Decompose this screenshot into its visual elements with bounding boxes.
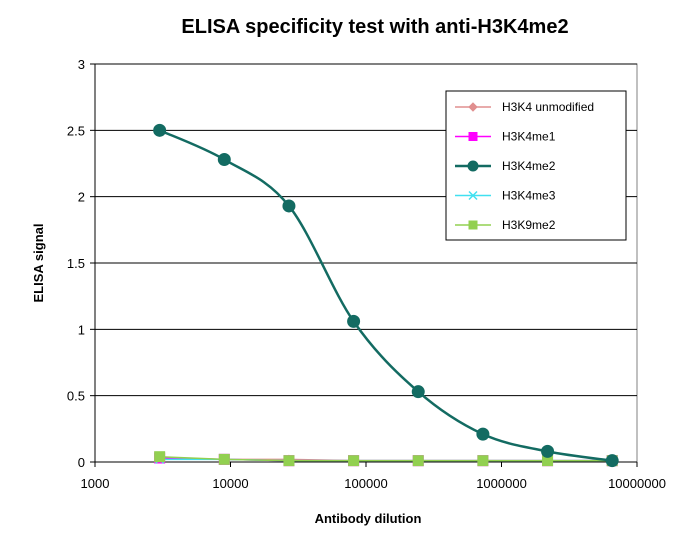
chart-title: ELISA specificity test with anti-H3K4me2 [181, 16, 568, 38]
legend: H3K4 unmodified H3K4me1 H3K4me2 H3K4me3 H3K9… [445, 90, 627, 241]
point-h3k4me2-3 [347, 314, 361, 328]
y-tick-label-5: 2.5 [67, 123, 85, 138]
legend-marker-h3k4me2 [467, 160, 479, 172]
point-h3k4me2-6 [541, 444, 555, 458]
legend-label-h3k4-unmodified: H3K4 unmodified [502, 100, 594, 114]
point-h3k4me2-2 [282, 199, 296, 213]
point-h3k4me2-1 [217, 153, 231, 167]
legend-item-h3k4me1: H3K4me1 [455, 130, 556, 144]
y-tick-label-2: 1 [78, 322, 85, 337]
x-axis-title: Antibody dilution [315, 511, 422, 526]
legend-label-h3k4me1: H3K4me1 [502, 130, 556, 144]
legend-item-h3k4-unmodified: H3K4 unmodified [455, 100, 594, 114]
x-tick-label-3: 1000000 [476, 476, 527, 491]
point-h3k9me2-4 [412, 455, 424, 467]
legend-item-h3k4me3: H3K4me3 [455, 189, 556, 203]
series-line-h3k4me2 [159, 129, 613, 462]
legend-marker-h3k9me2 [468, 220, 478, 230]
y-axis-title: ELISA signal [31, 224, 46, 303]
x-tick-label-4: 10000000 [608, 476, 666, 491]
point-h3k9me2-2 [283, 455, 295, 467]
legend-item-h3k4me2: H3K4me2 [455, 159, 556, 173]
legend-label-h3k9me2: H3K9me2 [502, 218, 556, 232]
legend-marker-h3k4me3 [468, 190, 478, 201]
point-h3k9me2-1 [218, 453, 230, 465]
legend-label-h3k4me3: H3K4me3 [502, 189, 556, 203]
x-tick-label-2: 100000 [344, 476, 387, 491]
point-h3k4me2-7 [605, 454, 619, 468]
point-h3k9me2-0 [154, 451, 166, 463]
y-tick-label-1: 0.5 [67, 389, 85, 404]
legend-label-h3k4me2: H3K4me2 [502, 159, 556, 173]
x-tick-label-0: 1000 [81, 476, 110, 491]
legend-marker-h3k4-unmodified [468, 102, 478, 112]
y-tick-label-4: 2 [78, 190, 85, 205]
point-h3k4me2-5 [476, 427, 490, 441]
point-h3k9me2-3 [348, 455, 360, 467]
legend-item-h3k9me2: H3K9me2 [455, 218, 556, 232]
point-h3k4me2-0 [153, 123, 167, 137]
series-line-h3k9me2 [159, 455, 613, 462]
series-h3k4me2 [153, 123, 619, 468]
point-h3k9me2-5 [477, 455, 489, 467]
y-tick-label-3: 1.5 [67, 256, 85, 271]
y-tick-label-6: 3 [78, 57, 85, 72]
legend-marker-h3k4me1 [468, 132, 478, 141]
point-h3k4me2-4 [411, 385, 425, 399]
x-tick-label-1: 10000 [212, 476, 248, 491]
y-tick-label-0: 0 [78, 455, 85, 470]
